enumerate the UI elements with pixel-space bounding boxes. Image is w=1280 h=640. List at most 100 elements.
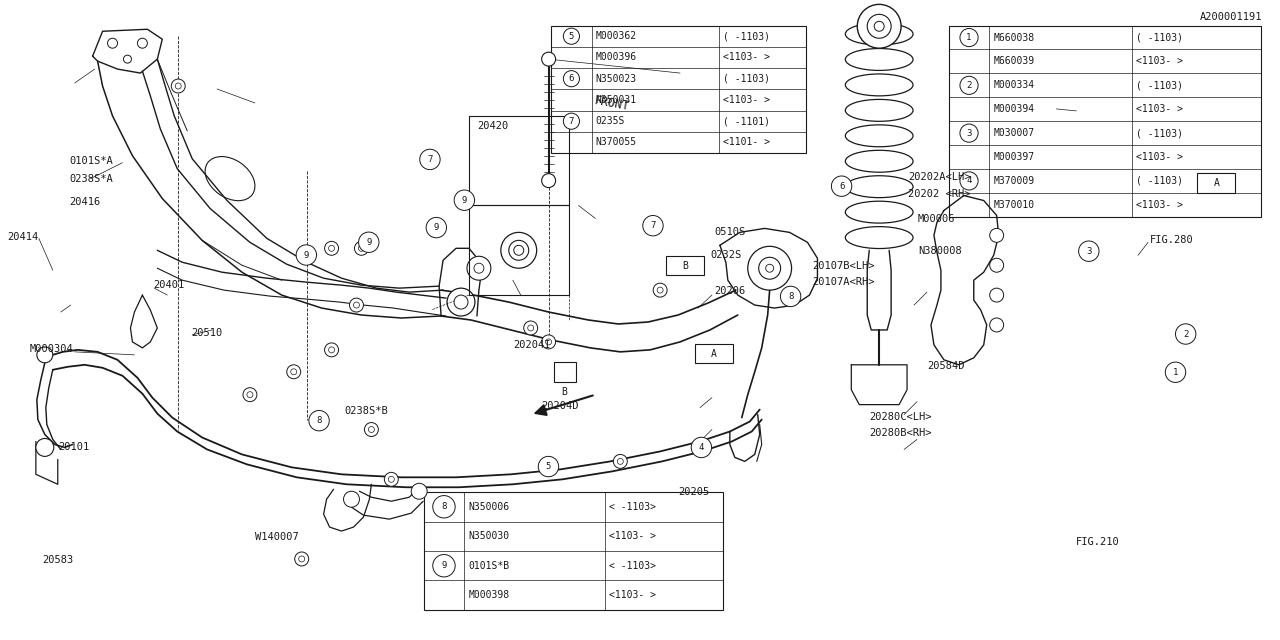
Text: 1: 1 — [966, 33, 972, 42]
Circle shape — [989, 259, 1004, 272]
Circle shape — [420, 149, 440, 170]
Circle shape — [541, 335, 556, 349]
Text: 1: 1 — [1172, 368, 1178, 377]
Circle shape — [36, 438, 54, 456]
Text: ( -1103): ( -1103) — [723, 74, 771, 84]
Text: 20206: 20206 — [714, 286, 745, 296]
Circle shape — [325, 343, 338, 357]
Circle shape — [308, 410, 329, 431]
Ellipse shape — [205, 157, 255, 201]
Bar — [948, 26, 1261, 217]
Text: 20205: 20205 — [678, 487, 709, 497]
Circle shape — [426, 218, 447, 238]
Circle shape — [832, 176, 851, 196]
Text: M660038: M660038 — [993, 33, 1034, 42]
Text: FIG.280: FIG.280 — [1149, 236, 1194, 245]
Text: 9: 9 — [366, 237, 371, 247]
Circle shape — [369, 426, 374, 433]
Circle shape — [513, 245, 524, 255]
Circle shape — [108, 38, 118, 48]
Circle shape — [172, 79, 186, 93]
Text: 8: 8 — [788, 292, 794, 301]
Text: 20510: 20510 — [192, 328, 223, 338]
Text: 20204D: 20204D — [541, 401, 579, 411]
Text: N370055: N370055 — [595, 138, 637, 147]
Circle shape — [691, 437, 712, 458]
Bar — [666, 256, 704, 275]
Circle shape — [541, 52, 556, 66]
Text: ( -1103): ( -1103) — [1137, 81, 1183, 90]
Text: M000304: M000304 — [29, 344, 73, 354]
Bar — [695, 344, 733, 364]
Circle shape — [541, 173, 556, 188]
Circle shape — [960, 28, 978, 47]
Text: 0235S: 0235S — [595, 116, 625, 126]
Text: M00006: M00006 — [918, 214, 956, 224]
Circle shape — [296, 245, 316, 265]
Circle shape — [287, 365, 301, 379]
Text: 0510S: 0510S — [714, 227, 745, 237]
Text: 7: 7 — [428, 155, 433, 164]
Text: 0238S*B: 0238S*B — [344, 406, 388, 416]
Circle shape — [781, 286, 801, 307]
Text: 20416: 20416 — [69, 197, 101, 207]
Circle shape — [613, 454, 627, 468]
Bar — [550, 26, 806, 153]
Circle shape — [358, 245, 365, 252]
Text: N380008: N380008 — [918, 246, 961, 256]
Text: A: A — [1213, 178, 1220, 188]
Circle shape — [243, 388, 257, 402]
Text: M000397: M000397 — [993, 152, 1034, 162]
Circle shape — [433, 554, 456, 577]
Text: 3: 3 — [1087, 246, 1092, 255]
Circle shape — [454, 295, 468, 309]
Text: 20420: 20420 — [477, 121, 508, 131]
Ellipse shape — [845, 227, 913, 248]
Circle shape — [759, 257, 781, 279]
Text: 20202A<LH>: 20202A<LH> — [908, 172, 970, 182]
Circle shape — [500, 232, 536, 268]
Circle shape — [358, 232, 379, 252]
Text: 7: 7 — [650, 221, 655, 230]
Circle shape — [563, 70, 580, 87]
Circle shape — [563, 113, 580, 129]
Circle shape — [291, 369, 297, 375]
Circle shape — [508, 241, 529, 260]
Circle shape — [653, 283, 667, 297]
Circle shape — [524, 321, 538, 335]
Text: 6: 6 — [838, 182, 845, 191]
Circle shape — [329, 347, 334, 353]
Circle shape — [454, 190, 475, 211]
Ellipse shape — [845, 74, 913, 96]
Ellipse shape — [845, 125, 913, 147]
Text: 20401: 20401 — [154, 280, 184, 290]
Circle shape — [1079, 241, 1100, 261]
Text: M660039: M660039 — [993, 56, 1034, 67]
Text: <1103- >: <1103- > — [723, 52, 771, 63]
Text: 6: 6 — [568, 74, 575, 83]
Circle shape — [325, 241, 338, 255]
Circle shape — [1165, 362, 1185, 383]
Circle shape — [539, 456, 558, 477]
Circle shape — [657, 287, 663, 293]
Text: 20202 <RH>: 20202 <RH> — [908, 189, 970, 199]
Text: 20583: 20583 — [42, 556, 73, 565]
Text: N350006: N350006 — [468, 502, 509, 512]
Circle shape — [989, 228, 1004, 243]
Circle shape — [349, 298, 364, 312]
Text: 5: 5 — [545, 462, 552, 471]
Circle shape — [617, 458, 623, 465]
Text: ( -1101): ( -1101) — [723, 116, 771, 126]
Circle shape — [874, 21, 884, 31]
Text: 2: 2 — [966, 81, 972, 90]
Circle shape — [329, 245, 334, 252]
Text: 4: 4 — [699, 443, 704, 452]
Text: FRONT: FRONT — [593, 94, 631, 113]
Text: ( -1103): ( -1103) — [723, 31, 771, 41]
Text: 20101: 20101 — [59, 442, 90, 452]
Ellipse shape — [845, 201, 913, 223]
Text: M000362: M000362 — [595, 31, 637, 41]
Circle shape — [960, 124, 978, 142]
Text: 20107A<RH>: 20107A<RH> — [813, 276, 874, 287]
Text: 9: 9 — [434, 223, 439, 232]
